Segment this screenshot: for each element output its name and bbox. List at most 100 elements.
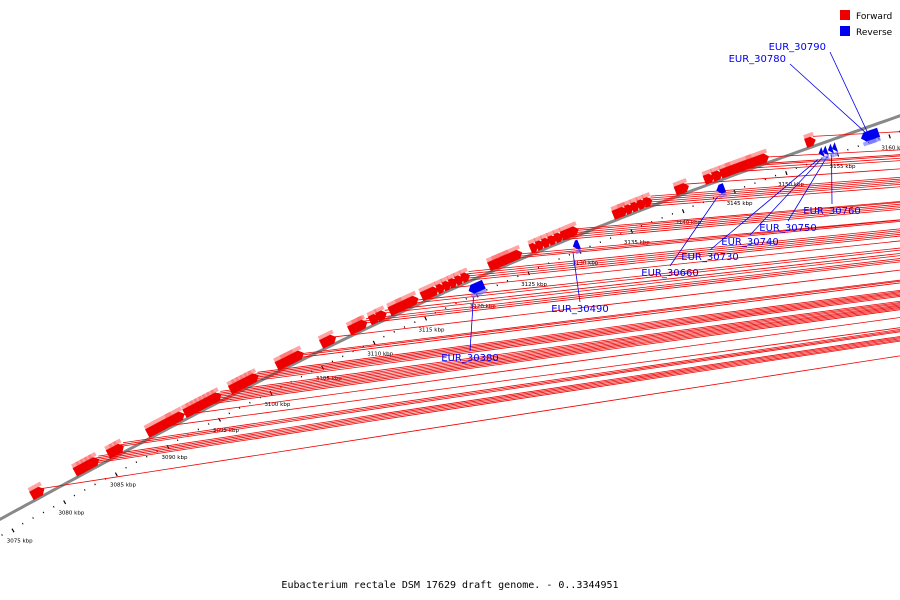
tick-label: 3085 kbp [110, 483, 136, 489]
leader-line [41, 355, 900, 489]
minor-tick [599, 241, 602, 244]
gene-label[interactable]: EUR_30740 [721, 237, 778, 248]
gene-forward[interactable] [27, 481, 47, 501]
leader-line [787, 155, 828, 222]
tick-label: 3080 kbp [58, 511, 84, 517]
gene-forward[interactable] [209, 387, 223, 403]
gene-arrow [375, 310, 387, 322]
minor-tick [331, 360, 334, 363]
gene-reverse[interactable] [715, 183, 728, 199]
gene-forward[interactable] [545, 230, 558, 246]
legend-swatch-forward [840, 10, 850, 20]
minor-tick [83, 489, 86, 491]
gene-arrow [636, 199, 647, 210]
backbone-layer [0, 114, 900, 522]
leader-line [561, 201, 900, 233]
gene-label[interactable]: EUR_30780 [729, 54, 786, 65]
gene-shade [226, 378, 236, 387]
gene-forward[interactable] [527, 237, 539, 254]
leader-line [362, 259, 900, 322]
gene-label[interactable]: EUR_30730 [681, 252, 738, 263]
leader-line [216, 302, 900, 394]
minor-tick [94, 483, 96, 486]
gene-arrow [623, 204, 634, 215]
gene-reverse[interactable] [572, 239, 583, 255]
gene-label[interactable]: EUR_30790 [769, 42, 826, 53]
gene-forward[interactable] [433, 278, 447, 295]
gene-shade [87, 451, 97, 460]
gene-shade [641, 192, 651, 199]
gene-forward[interactable] [552, 227, 564, 244]
leader-line [831, 154, 833, 205]
leader-line [253, 291, 900, 375]
gene-forward[interactable] [356, 314, 369, 331]
gene-forward[interactable] [672, 178, 691, 196]
gene-shade [709, 165, 721, 173]
leader-line [377, 255, 900, 315]
gene-shade [672, 178, 688, 187]
gene-layer [27, 127, 882, 501]
gene-forward[interactable] [803, 131, 817, 148]
gene-reverse[interactable] [865, 129, 877, 145]
gene-forward[interactable] [273, 353, 290, 371]
gene-forward[interactable] [485, 253, 504, 272]
gene-label[interactable]: EUR_30660 [641, 268, 698, 279]
gene-shade [829, 153, 835, 159]
gene-forward[interactable] [622, 199, 635, 215]
gene-label[interactable]: EUR_30760 [803, 206, 860, 217]
gene-shade [485, 253, 501, 263]
gene-arrow [572, 239, 581, 250]
minor-tick [238, 407, 241, 409]
gene-arrow [630, 201, 640, 213]
gene-forward[interactable] [373, 305, 389, 322]
gene-reverse[interactable] [467, 279, 488, 299]
gene-reverse[interactable] [822, 145, 830, 160]
gene-arrow [710, 170, 723, 182]
gene-forward[interactable] [418, 281, 440, 302]
gene-forward[interactable] [440, 275, 453, 292]
gene-shade [143, 411, 172, 430]
gene-forward[interactable] [394, 290, 420, 313]
backbone-line [0, 114, 900, 522]
tick-label: 3075 kbp [7, 539, 33, 545]
gene-shade [27, 481, 42, 492]
gene-reverse[interactable] [831, 142, 839, 157]
gene-forward[interactable] [533, 235, 545, 251]
gene-forward[interactable] [558, 221, 580, 241]
gene-forward[interactable] [446, 273, 459, 289]
leader-line [85, 339, 900, 464]
gene-label[interactable]: EUR_30380 [441, 353, 498, 364]
gene-label[interactable]: EUR_30490 [551, 304, 608, 315]
gene-forward[interactable] [701, 168, 716, 185]
gene-shade [164, 406, 183, 419]
leader-line [433, 240, 900, 291]
gene-arrow [716, 183, 727, 194]
gene-forward[interactable] [226, 378, 239, 395]
leader-line [118, 330, 900, 446]
gene-forward[interactable] [745, 148, 770, 169]
gene-shade [803, 131, 814, 139]
gene-label[interactable]: EUR_30750 [759, 223, 816, 234]
gene-shade [622, 199, 632, 207]
gene-forward[interactable] [164, 406, 186, 427]
leader-line [211, 303, 900, 397]
gene-forward[interactable] [104, 443, 117, 459]
gene-forward[interactable] [641, 192, 653, 208]
gene-forward[interactable] [87, 451, 101, 468]
gene-forward[interactable] [458, 267, 472, 283]
gene-shade [418, 281, 437, 293]
gene-forward[interactable] [317, 329, 338, 349]
minor-tick [414, 321, 416, 324]
leader-line [81, 340, 900, 466]
gene-shade [824, 154, 830, 160]
leader-line [236, 296, 900, 384]
minor-tick [774, 174, 777, 177]
gene-forward[interactable] [709, 165, 724, 182]
leader-line [469, 297, 474, 352]
minor-tick [1, 534, 3, 536]
major-tick [269, 391, 273, 396]
gene-forward[interactable] [452, 270, 466, 286]
major-tick [785, 171, 788, 176]
gene-shade [833, 151, 839, 157]
